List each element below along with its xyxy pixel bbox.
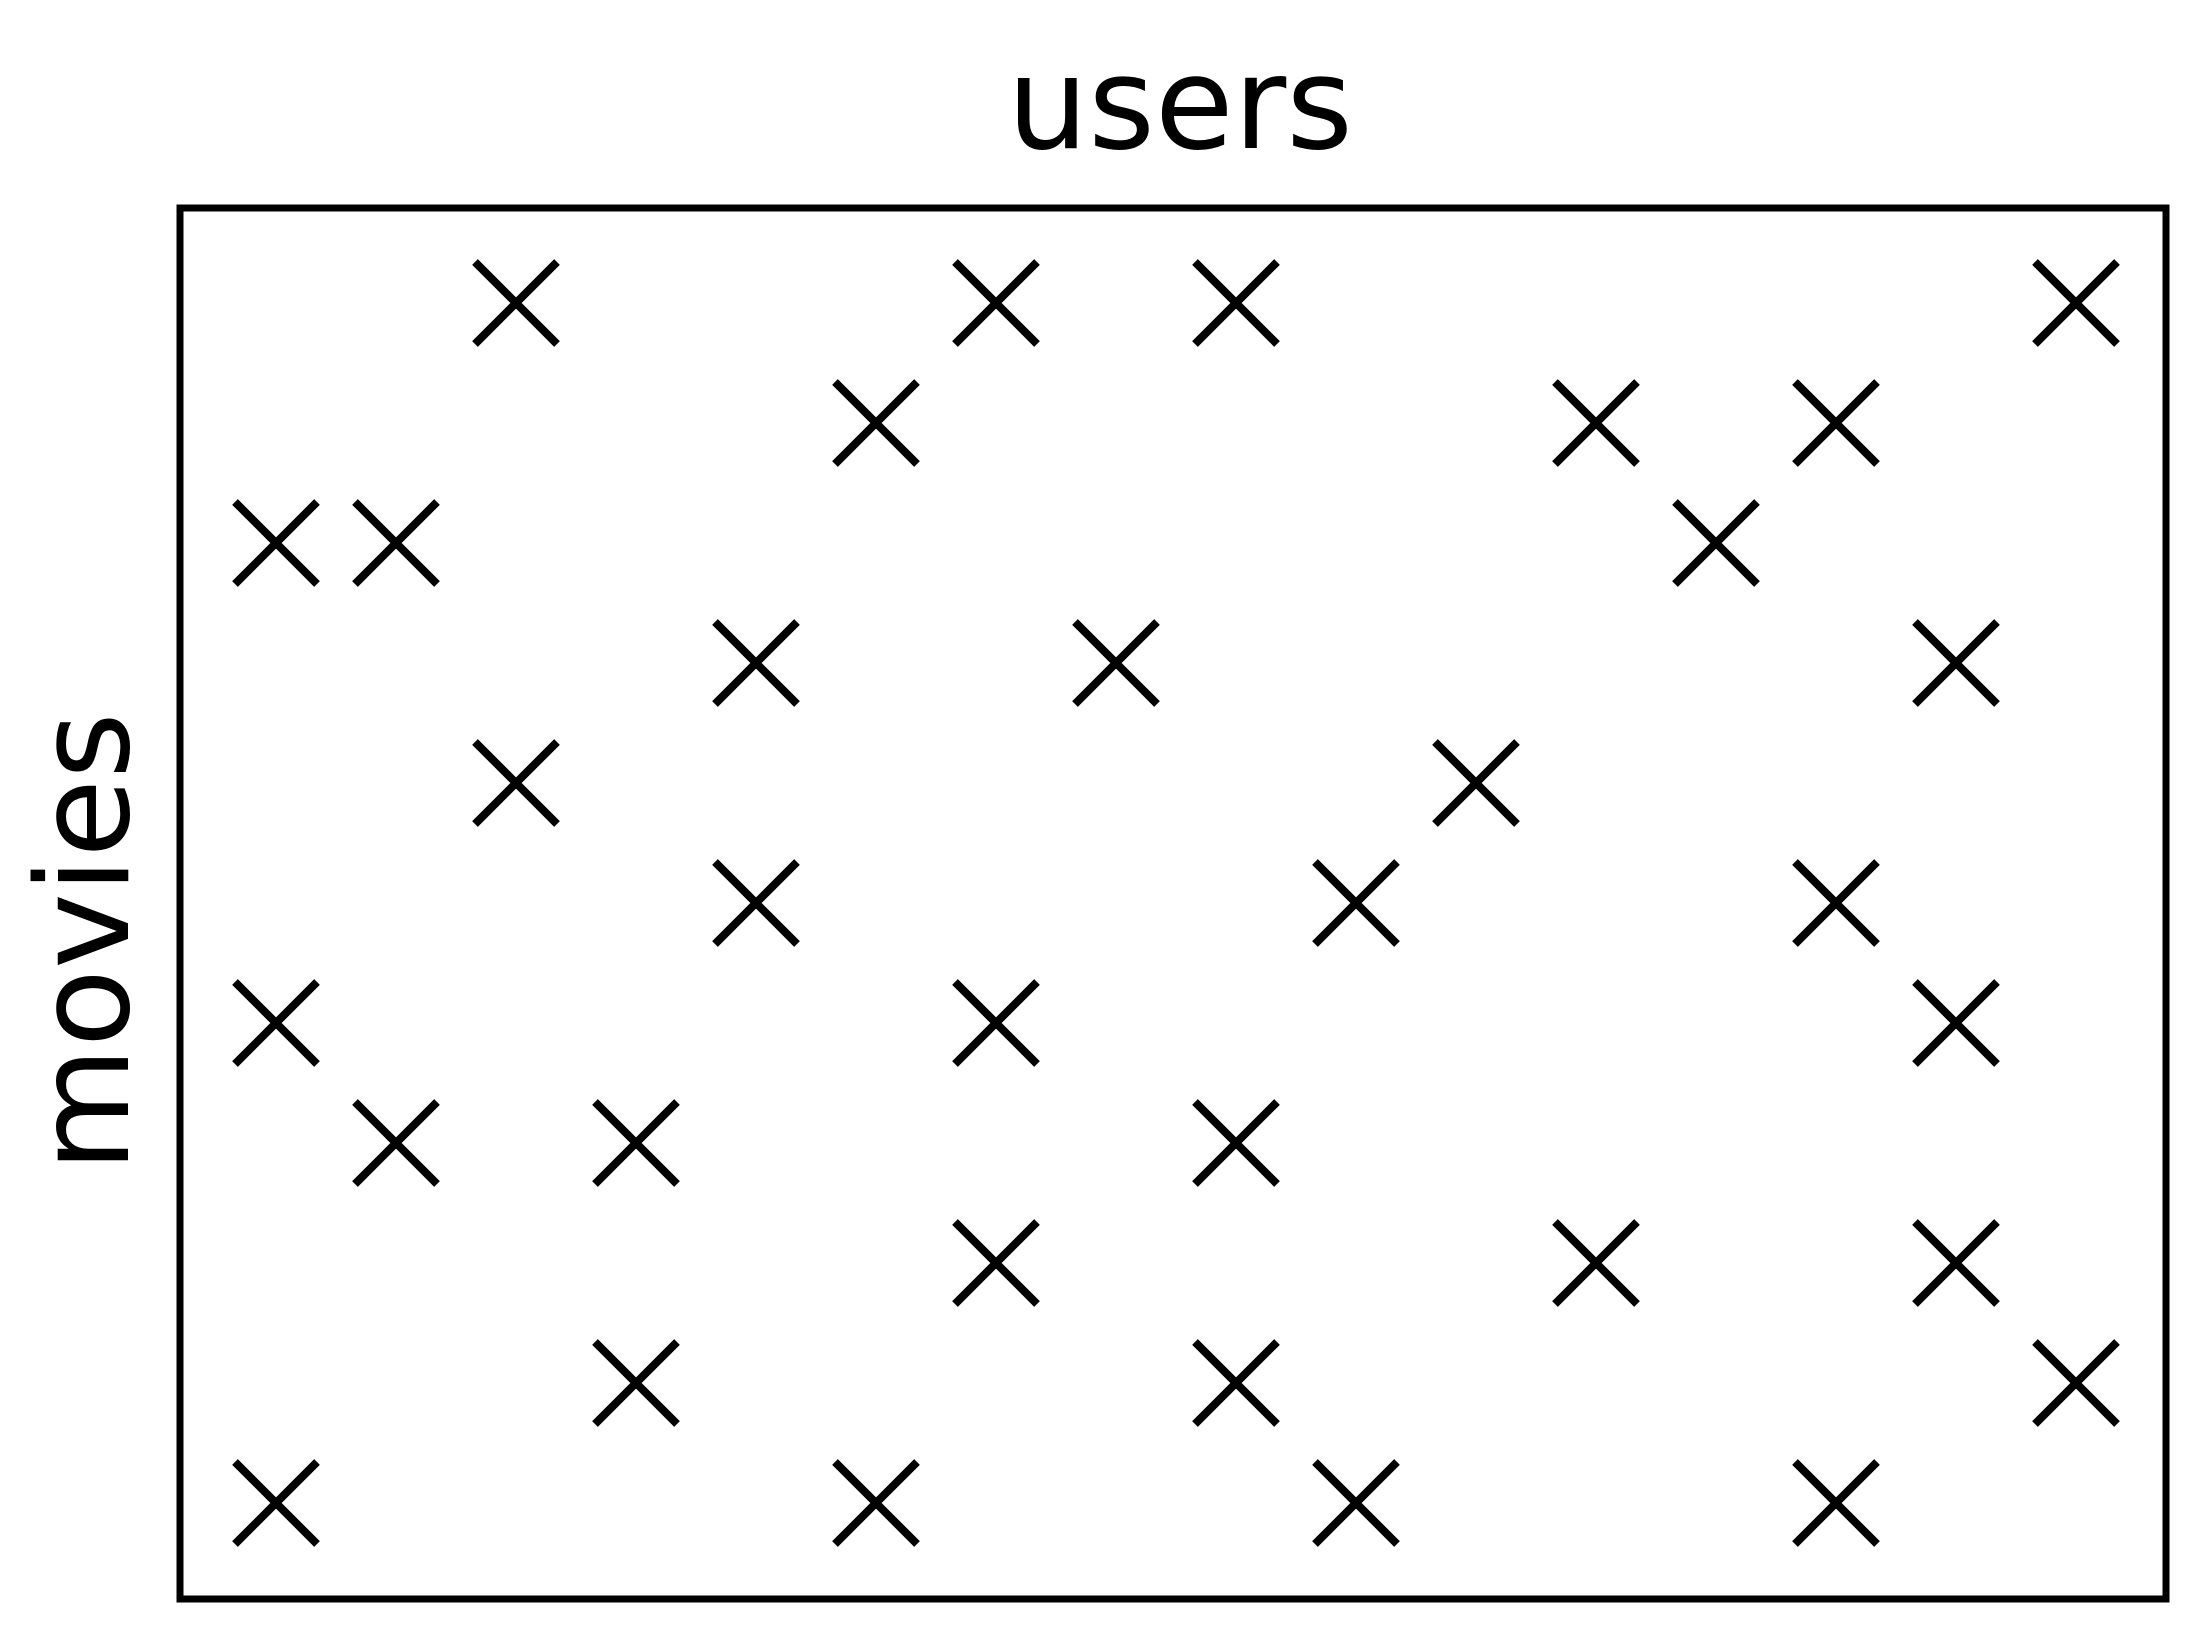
rating-mark xyxy=(1552,379,1640,467)
rating-mark-stroke xyxy=(232,1459,320,1547)
rating-mark-stroke xyxy=(472,739,560,827)
rating-mark xyxy=(232,1459,320,1547)
users-axis-label: users xyxy=(1007,30,1353,179)
rating-mark xyxy=(952,259,1040,347)
rating-mark-stroke xyxy=(1792,379,1880,467)
rating-mark-stroke xyxy=(1192,259,1280,347)
rating-mark xyxy=(1432,739,1520,827)
rating-mark-stroke xyxy=(1072,619,1160,707)
rating-mark xyxy=(832,1459,920,1547)
rating-mark xyxy=(832,379,920,467)
rating-mark-stroke xyxy=(1432,739,1520,827)
rating-marks xyxy=(232,259,2120,1547)
rating-mark-stroke xyxy=(712,859,800,947)
rating-mark-stroke xyxy=(952,979,1040,1067)
rating-mark-stroke xyxy=(1552,1219,1640,1307)
rating-mark-stroke xyxy=(1912,619,2000,707)
rating-mark xyxy=(1312,1459,1400,1547)
rating-mark-stroke xyxy=(1192,1339,1280,1427)
rating-mark xyxy=(1912,1219,2000,1307)
rating-mark xyxy=(1672,499,1760,587)
rating-mark-stroke xyxy=(592,1339,680,1427)
rating-mark xyxy=(1192,1339,1280,1427)
rating-mark-stroke xyxy=(1192,1099,1280,1187)
rating-mark-stroke xyxy=(232,979,320,1067)
rating-mark xyxy=(952,979,1040,1067)
rating-mark xyxy=(592,1099,680,1187)
rating-mark-stroke xyxy=(472,259,560,347)
rating-mark xyxy=(2032,1339,2120,1427)
rating-mark xyxy=(2032,259,2120,347)
rating-mark xyxy=(352,1099,440,1187)
rating-mark-stroke xyxy=(1552,379,1640,467)
rating-mark xyxy=(472,259,560,347)
rating-mark-stroke xyxy=(1312,859,1400,947)
rating-mark xyxy=(1792,859,1880,947)
rating-mark xyxy=(1792,1459,1880,1547)
rating-mark xyxy=(592,1339,680,1427)
rating-mark-stroke xyxy=(832,1459,920,1547)
rating-mark xyxy=(1192,259,1280,347)
rating-mark-stroke xyxy=(352,499,440,587)
rating-mark-stroke xyxy=(352,1099,440,1187)
rating-mark xyxy=(1912,619,2000,707)
rating-mark-stroke xyxy=(1792,1459,1880,1547)
rating-mark xyxy=(352,499,440,587)
rating-mark xyxy=(1192,1099,1280,1187)
rating-mark-stroke xyxy=(1312,1459,1400,1547)
matrix-frame xyxy=(176,204,2170,1603)
rating-mark-stroke xyxy=(232,499,320,587)
rating-mark-stroke xyxy=(1912,1219,2000,1307)
rating-mark xyxy=(712,859,800,947)
rating-mark-stroke xyxy=(952,1219,1040,1307)
rating-mark xyxy=(1312,859,1400,947)
rating-mark xyxy=(712,619,800,707)
rating-mark xyxy=(952,1219,1040,1307)
rating-mark-stroke xyxy=(952,259,1040,347)
rating-mark-stroke xyxy=(2032,259,2120,347)
movies-axis-label: movies xyxy=(10,712,159,1172)
rating-mark-stroke xyxy=(712,619,800,707)
rating-mark xyxy=(472,739,560,827)
rating-mark-stroke xyxy=(592,1099,680,1187)
rating-mark-stroke xyxy=(2032,1339,2120,1427)
rating-mark xyxy=(1552,1219,1640,1307)
rating-mark-stroke xyxy=(832,379,920,467)
rating-mark xyxy=(232,979,320,1067)
rating-mark xyxy=(232,499,320,587)
rating-mark xyxy=(1792,379,1880,467)
rating-mark-stroke xyxy=(1792,859,1880,947)
rating-mark xyxy=(1912,979,2000,1067)
rating-mark-stroke xyxy=(1912,979,2000,1067)
rating-mark-stroke xyxy=(1672,499,1760,587)
rating-mark xyxy=(1072,619,1160,707)
